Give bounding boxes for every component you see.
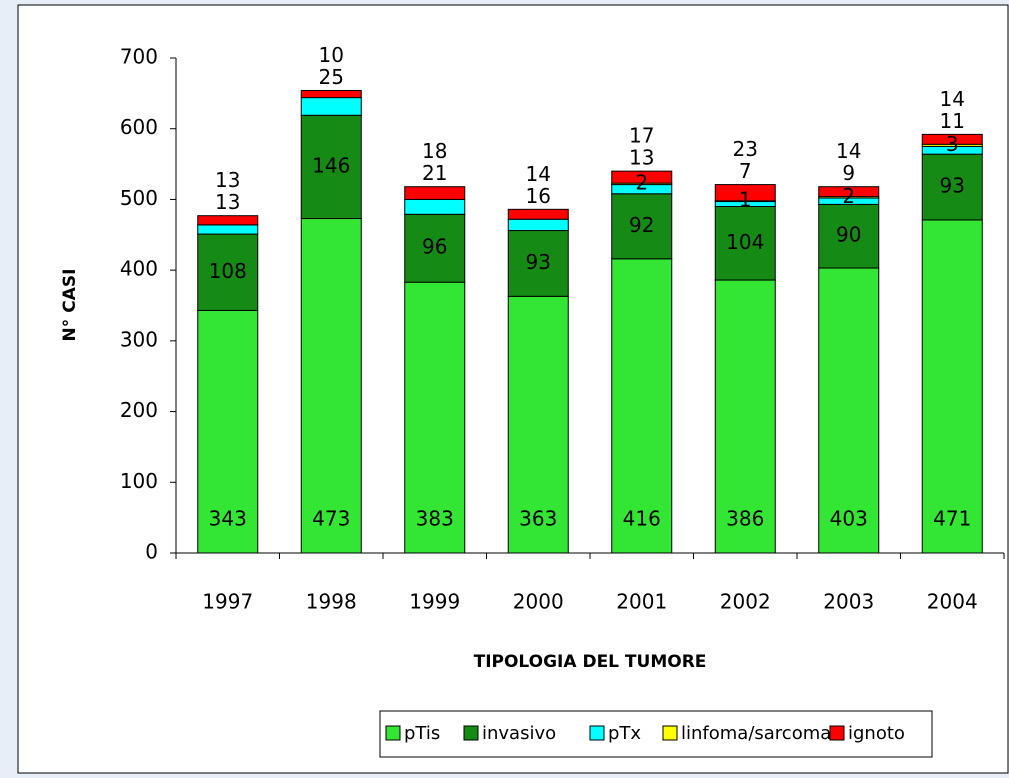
data-label: 3 [946, 132, 959, 156]
bar-segment [611, 193, 673, 260]
data-label: 9 [842, 161, 855, 185]
data-label: 363 [519, 507, 557, 531]
data-label: 11 [940, 109, 965, 133]
bar-segment [611, 170, 673, 184]
data-label: 18 [422, 139, 447, 163]
y-tick-label: 400 [120, 257, 158, 281]
bar-segment [921, 133, 983, 145]
bar-segment [921, 219, 983, 554]
bar-segment [197, 309, 259, 554]
bar-segment [507, 218, 569, 232]
bar-segment [300, 97, 362, 116]
bar-segment [300, 90, 362, 99]
data-label: 17 [629, 124, 654, 148]
legend-label: linfoma/sarcoma [681, 723, 831, 744]
x-axis-title: TIPOLOGIA DEL TUMORE [474, 652, 707, 672]
data-label: 416 [623, 507, 661, 531]
data-label: 2 [842, 184, 855, 208]
bar-segment [818, 203, 880, 269]
data-label: 23 [733, 137, 758, 161]
data-label: 21 [422, 161, 447, 185]
x-tick-label: 1999 [409, 590, 460, 614]
data-label: 471 [933, 507, 971, 531]
data-label: 343 [209, 507, 247, 531]
data-label: 383 [416, 507, 454, 531]
data-label: 473 [312, 507, 350, 531]
bar-segment [714, 184, 776, 202]
legend-swatch [829, 725, 845, 741]
x-tick-label: 2004 [927, 590, 978, 614]
bar-segment [818, 267, 880, 554]
bar-segment [507, 208, 569, 220]
data-label: 13 [215, 168, 240, 192]
bar-segment [197, 233, 259, 311]
bar-segment [404, 198, 466, 215]
y-tick-label: 600 [120, 115, 158, 139]
data-label: 1 [739, 188, 752, 212]
data-label: 14 [836, 139, 861, 163]
legend-swatch [385, 725, 401, 741]
data-label: 96 [422, 235, 447, 259]
legend-swatch [589, 725, 605, 741]
bar-segment [197, 224, 259, 235]
bar-segment [404, 281, 466, 554]
x-tick-label: 1997 [202, 590, 253, 614]
legend-label: ignoto [848, 723, 905, 744]
legend-label: pTis [404, 723, 440, 744]
legend-swatch [463, 725, 479, 741]
legend-label: invasivo [482, 723, 556, 744]
y-tick-label: 500 [120, 186, 158, 210]
data-label: 93 [526, 250, 551, 274]
data-label: 10 [319, 43, 344, 67]
data-label: 92 [629, 213, 654, 237]
bar-segment [404, 186, 466, 200]
y-tick-label: 700 [120, 45, 158, 69]
legend-swatch [662, 725, 678, 741]
data-label: 403 [830, 507, 868, 531]
y-axis-title: N° CASI [60, 269, 80, 342]
data-label: 16 [526, 184, 551, 208]
data-label: 25 [319, 65, 344, 89]
x-tick-label: 2002 [720, 590, 771, 614]
y-tick-label: 100 [120, 469, 158, 493]
bar-segment [300, 218, 362, 554]
data-label: 104 [726, 230, 764, 254]
data-label: 13 [629, 146, 654, 170]
bar-segment [611, 258, 673, 554]
data-label: 93 [940, 174, 965, 198]
bar-segment [714, 206, 776, 281]
data-label: 90 [836, 223, 861, 247]
x-tick-label: 1998 [306, 590, 357, 614]
bar-segment [197, 215, 259, 226]
data-label: 2 [635, 170, 648, 194]
y-tick-label: 300 [120, 327, 158, 351]
bar-segment [300, 114, 362, 220]
bar-segment [507, 230, 569, 297]
data-label: 13 [215, 190, 240, 214]
bar-segment [921, 153, 983, 221]
y-tick-label: 0 [145, 540, 158, 564]
data-label: 108 [209, 259, 247, 283]
data-label: 146 [312, 153, 350, 177]
data-label: 386 [726, 507, 764, 531]
y-tick-label: 200 [120, 398, 158, 422]
x-tick-label: 2000 [513, 590, 564, 614]
data-label: 14 [940, 87, 965, 111]
bar-segment [404, 213, 466, 283]
data-label: 7 [739, 159, 752, 183]
x-tick-label: 2001 [616, 590, 667, 614]
bar-segment [507, 295, 569, 554]
bar-segment [818, 186, 880, 198]
x-tick-label: 2003 [823, 590, 874, 614]
data-label: 14 [526, 162, 551, 186]
legend-label: pTx [608, 723, 641, 744]
